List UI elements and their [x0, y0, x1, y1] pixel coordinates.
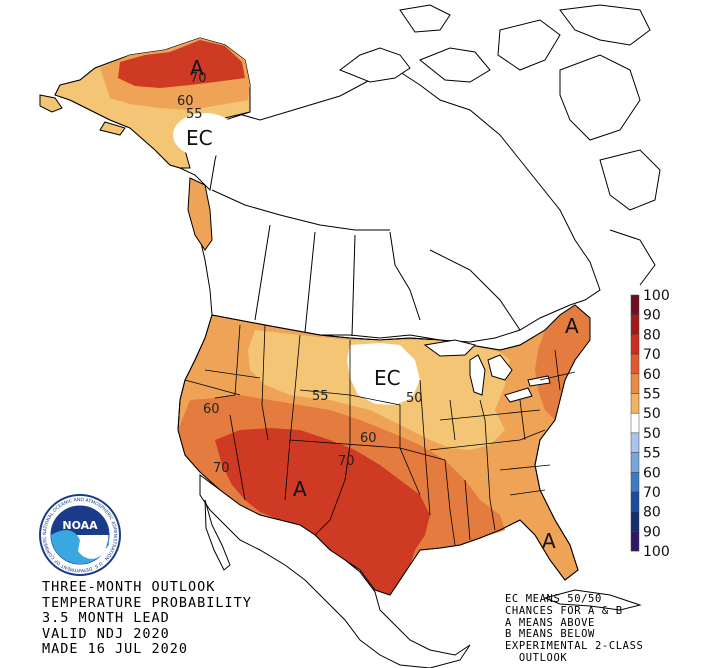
noaa-logo: NOAA NATIONAL OCEANIC AND ATMOSPHERIC AD…: [39, 494, 121, 576]
note-line: OUTLOOK: [505, 651, 568, 664]
noaa-logo-text: NOAA: [62, 519, 98, 532]
mexico-outline: [199, 474, 471, 668]
legend-swatch: [630, 353, 640, 375]
contour-label-c70: 70: [338, 454, 355, 469]
legend-label: 50: [643, 426, 661, 442]
legend-label: 60: [643, 367, 661, 383]
alaska-panhandle: [187, 177, 213, 251]
legend-swatch: [630, 393, 640, 414]
legend-label: 80: [643, 505, 661, 521]
contour-label-ak60: 60: [177, 94, 194, 109]
legend-label: 100: [643, 288, 670, 304]
contour-label-ak70: 70: [190, 71, 207, 86]
conus-ec-midwest: [347, 343, 420, 405]
conus-c70-sw: [215, 428, 430, 595]
legend-swatch: [630, 294, 640, 315]
legend-label: 50: [643, 406, 661, 422]
note-line: EXPERIMENTAL 2-CLASS: [505, 640, 644, 653]
legend: 100 90 80 70 60 55 50 50 55 60 70 80 90 100: [630, 288, 670, 560]
legend-swatch: [630, 531, 640, 552]
region-label-northeast-a: A: [565, 314, 579, 338]
contour-label-c60: 60: [360, 431, 377, 446]
outlook-title-block: THREE-MONTH OUTLOOK TEMPERATURE PROBABILI…: [42, 579, 252, 658]
legend-swatch: [630, 511, 640, 532]
contour-label-ak55: 55: [186, 107, 203, 122]
legend-label: 55: [643, 446, 661, 462]
legend-label: 70: [643, 485, 661, 501]
legend-label: 100: [643, 544, 670, 560]
state-lines: [184, 324, 576, 546]
legend-label: 90: [643, 524, 661, 540]
title-line: TEMPERATURE PROBABILITY: [42, 594, 252, 611]
contour-label-west60: 60: [203, 402, 220, 417]
legend-swatch: [630, 412, 640, 434]
region-label-florida-a: A: [542, 529, 556, 553]
contour-labels: 70 60 55 60 70 55 50 60 70: [177, 71, 423, 476]
region-label-midwest-ec: EC: [374, 366, 401, 390]
cuba: [543, 589, 642, 611]
region-label-southwest-a: A: [293, 477, 307, 501]
alaska-ec-zone: [173, 113, 237, 157]
legend-label: 60: [643, 465, 661, 481]
region-labels: A EC EC A A A: [186, 56, 579, 553]
note-line: B MEANS BELOW: [505, 628, 595, 641]
great-lakes: [423, 339, 551, 403]
legend-swatch: [630, 491, 640, 512]
region-label-alaska-ec: EC: [186, 126, 213, 150]
title-line: VALID NDJ 2020: [42, 625, 170, 642]
legend-swatch: [630, 432, 640, 453]
contour-label-plains55: 55: [312, 389, 329, 404]
legend-label: 80: [643, 327, 661, 343]
alaska: [39, 37, 251, 251]
title-line: 3.5 MONTH LEAD: [42, 610, 170, 626]
conus: [177, 304, 591, 596]
province-lines: [211, 189, 521, 337]
legend-swatch: [630, 472, 640, 493]
legend-swatch: [630, 373, 640, 394]
legend-label: 90: [643, 308, 661, 324]
note-line: A MEANS ABOVE: [505, 616, 595, 629]
legend-swatch: [630, 452, 640, 473]
legend-swatch: [630, 314, 640, 335]
note-line: CHANCES FOR A & B: [505, 604, 623, 617]
title-line: MADE 16 JUL 2020: [42, 641, 189, 657]
title-line: THREE-MONTH OUTLOOK: [42, 579, 216, 595]
alaska-c70: [118, 40, 245, 88]
legend-swatch: [630, 334, 640, 355]
conus-c60-northeast: [535, 305, 590, 420]
greenland-outline: [559, 4, 656, 286]
note-line: EC MEANS 50/50: [505, 593, 602, 605]
legend-label: 55: [643, 387, 661, 403]
contour-label-sw70: 70: [213, 461, 230, 476]
contour-label-mw50: 50: [406, 391, 423, 406]
noaa-logo-top: [51, 506, 109, 535]
canada-outline: [197, 4, 661, 343]
region-label-alaska-a: A: [190, 56, 204, 80]
legend-label: 70: [643, 347, 661, 363]
